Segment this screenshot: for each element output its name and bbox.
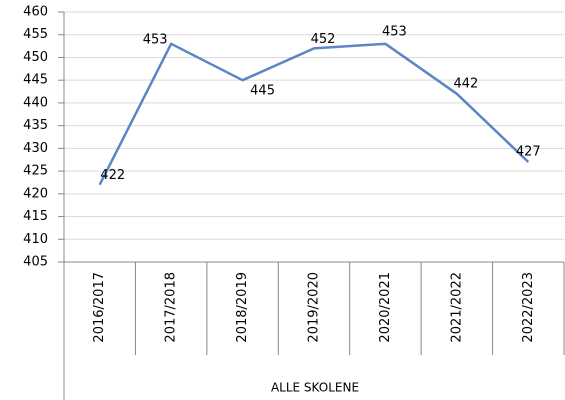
y-tick-label: 415 bbox=[23, 209, 48, 224]
x-tick-label: 2020/2021 bbox=[378, 272, 393, 343]
x-tick-label: 2017/2018 bbox=[164, 272, 179, 343]
y-tick-label: 450 bbox=[23, 50, 48, 65]
data-label: 452 bbox=[311, 32, 336, 47]
y-tick-label: 435 bbox=[23, 118, 48, 133]
x-tick-label: 2022/2023 bbox=[521, 272, 536, 343]
y-tick-label: 455 bbox=[23, 27, 48, 42]
y-tick-label: 445 bbox=[23, 73, 48, 88]
data-label: 453 bbox=[382, 24, 407, 39]
y-tick-label: 410 bbox=[23, 232, 48, 247]
x-tick-label: 2018/2019 bbox=[235, 272, 250, 343]
data-label: 442 bbox=[453, 76, 478, 91]
y-tick-label: 420 bbox=[23, 186, 48, 201]
data-line bbox=[98, 42, 530, 186]
y-tick-label: 430 bbox=[23, 141, 48, 156]
data-label: 427 bbox=[516, 145, 541, 160]
category-group-label: ALLE SKOLENE bbox=[271, 381, 359, 395]
x-tick-label: 2019/2020 bbox=[307, 272, 322, 343]
x-tick-label: 2016/2017 bbox=[92, 272, 107, 343]
y-tick-label: 440 bbox=[23, 95, 48, 110]
data-label: 453 bbox=[143, 32, 168, 47]
y-tick-label: 425 bbox=[23, 164, 48, 179]
data-label: 422 bbox=[100, 168, 125, 183]
x-tick-label: 2021/2022 bbox=[449, 272, 464, 343]
y-tick-label: 460 bbox=[23, 5, 48, 20]
data-label: 445 bbox=[250, 84, 275, 99]
y-tick-label: 405 bbox=[23, 255, 48, 270]
